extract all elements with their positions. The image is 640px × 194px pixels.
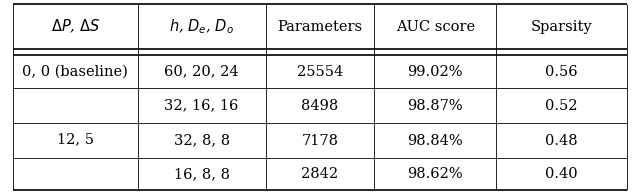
Text: Sparsity: Sparsity <box>531 20 593 34</box>
Text: 25554: 25554 <box>297 65 343 79</box>
Text: 0.52: 0.52 <box>545 99 578 113</box>
Text: $h$, $D_e$, $D_o$: $h$, $D_e$, $D_o$ <box>169 17 234 36</box>
Text: 0.48: 0.48 <box>545 134 578 148</box>
Text: 98.62%: 98.62% <box>408 167 463 181</box>
Text: 32, 8, 8: 32, 8, 8 <box>173 134 230 148</box>
Text: 32, 16, 16: 32, 16, 16 <box>164 99 239 113</box>
Text: Parameters: Parameters <box>277 20 363 34</box>
Text: 98.84%: 98.84% <box>408 134 463 148</box>
Text: 7178: 7178 <box>301 134 339 148</box>
Text: 98.87%: 98.87% <box>408 99 463 113</box>
Text: 0.56: 0.56 <box>545 65 578 79</box>
Text: AUC score: AUC score <box>396 20 475 34</box>
Text: 99.02%: 99.02% <box>408 65 463 79</box>
Text: 12, 5: 12, 5 <box>57 132 93 146</box>
Text: 2842: 2842 <box>301 167 339 181</box>
Text: 0.40: 0.40 <box>545 167 578 181</box>
Text: $\Delta P$, $\Delta S$: $\Delta P$, $\Delta S$ <box>51 18 100 35</box>
Text: 8498: 8498 <box>301 99 339 113</box>
Text: 0, 0 (baseline): 0, 0 (baseline) <box>22 65 128 79</box>
Text: 60, 20, 24: 60, 20, 24 <box>164 65 239 79</box>
Text: 16, 8, 8: 16, 8, 8 <box>173 167 230 181</box>
